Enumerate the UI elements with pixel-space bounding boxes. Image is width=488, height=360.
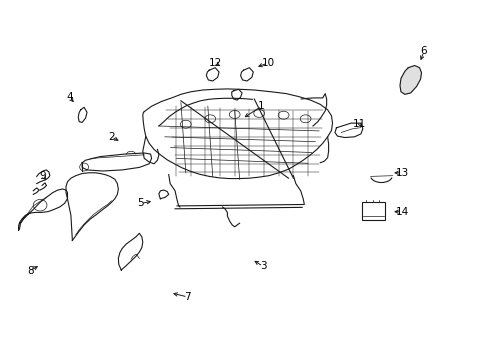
Text: 10: 10 — [261, 58, 274, 68]
Text: 2: 2 — [108, 132, 115, 142]
Text: 1: 1 — [258, 101, 264, 111]
Text: 4: 4 — [66, 92, 73, 102]
Text: 9: 9 — [40, 171, 46, 181]
Text: 13: 13 — [395, 168, 408, 178]
Polygon shape — [399, 66, 421, 94]
Text: 3: 3 — [259, 261, 266, 271]
Text: 11: 11 — [352, 119, 366, 129]
Text: 5: 5 — [137, 198, 144, 208]
Text: 14: 14 — [395, 207, 408, 217]
Text: 7: 7 — [184, 292, 191, 302]
Text: 8: 8 — [27, 266, 34, 276]
Text: 6: 6 — [420, 46, 427, 57]
Text: 12: 12 — [208, 58, 222, 68]
